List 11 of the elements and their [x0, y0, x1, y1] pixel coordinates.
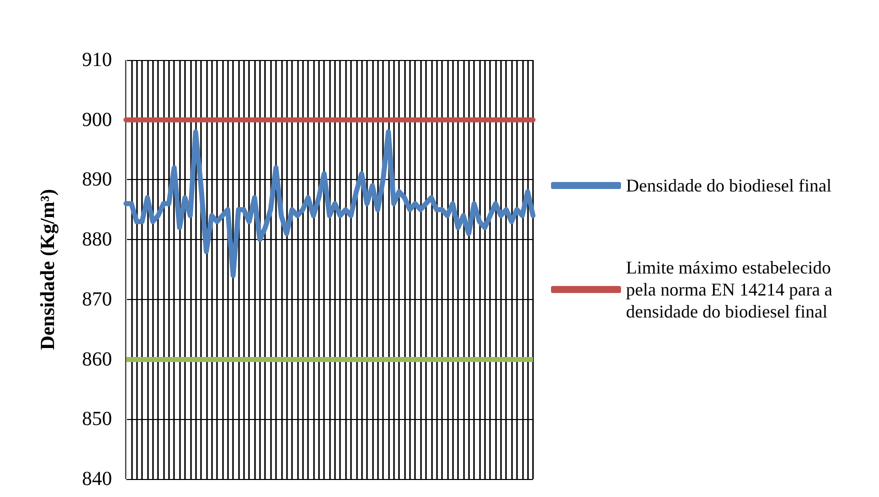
- y-tick-label: 900: [82, 108, 112, 131]
- y-tick-label: 860: [82, 348, 112, 370]
- y-axis-title: Densidade (Kg/m³): [37, 189, 59, 350]
- y-tick-label: 890: [82, 168, 112, 191]
- y-tick-label: 850: [82, 408, 112, 430]
- y-tick-label: 840: [82, 468, 112, 490]
- legend-label: Densidade do biodiesel final: [626, 176, 832, 196]
- legend-label: Limite máximo estabelecido pela norma EN 14214 para a densidade do biodiesel final: [626, 258, 837, 322]
- y-tick-label: 880: [82, 228, 112, 251]
- y-tick-label: 870: [82, 288, 112, 310]
- y-tick-label: 910: [82, 49, 112, 71]
